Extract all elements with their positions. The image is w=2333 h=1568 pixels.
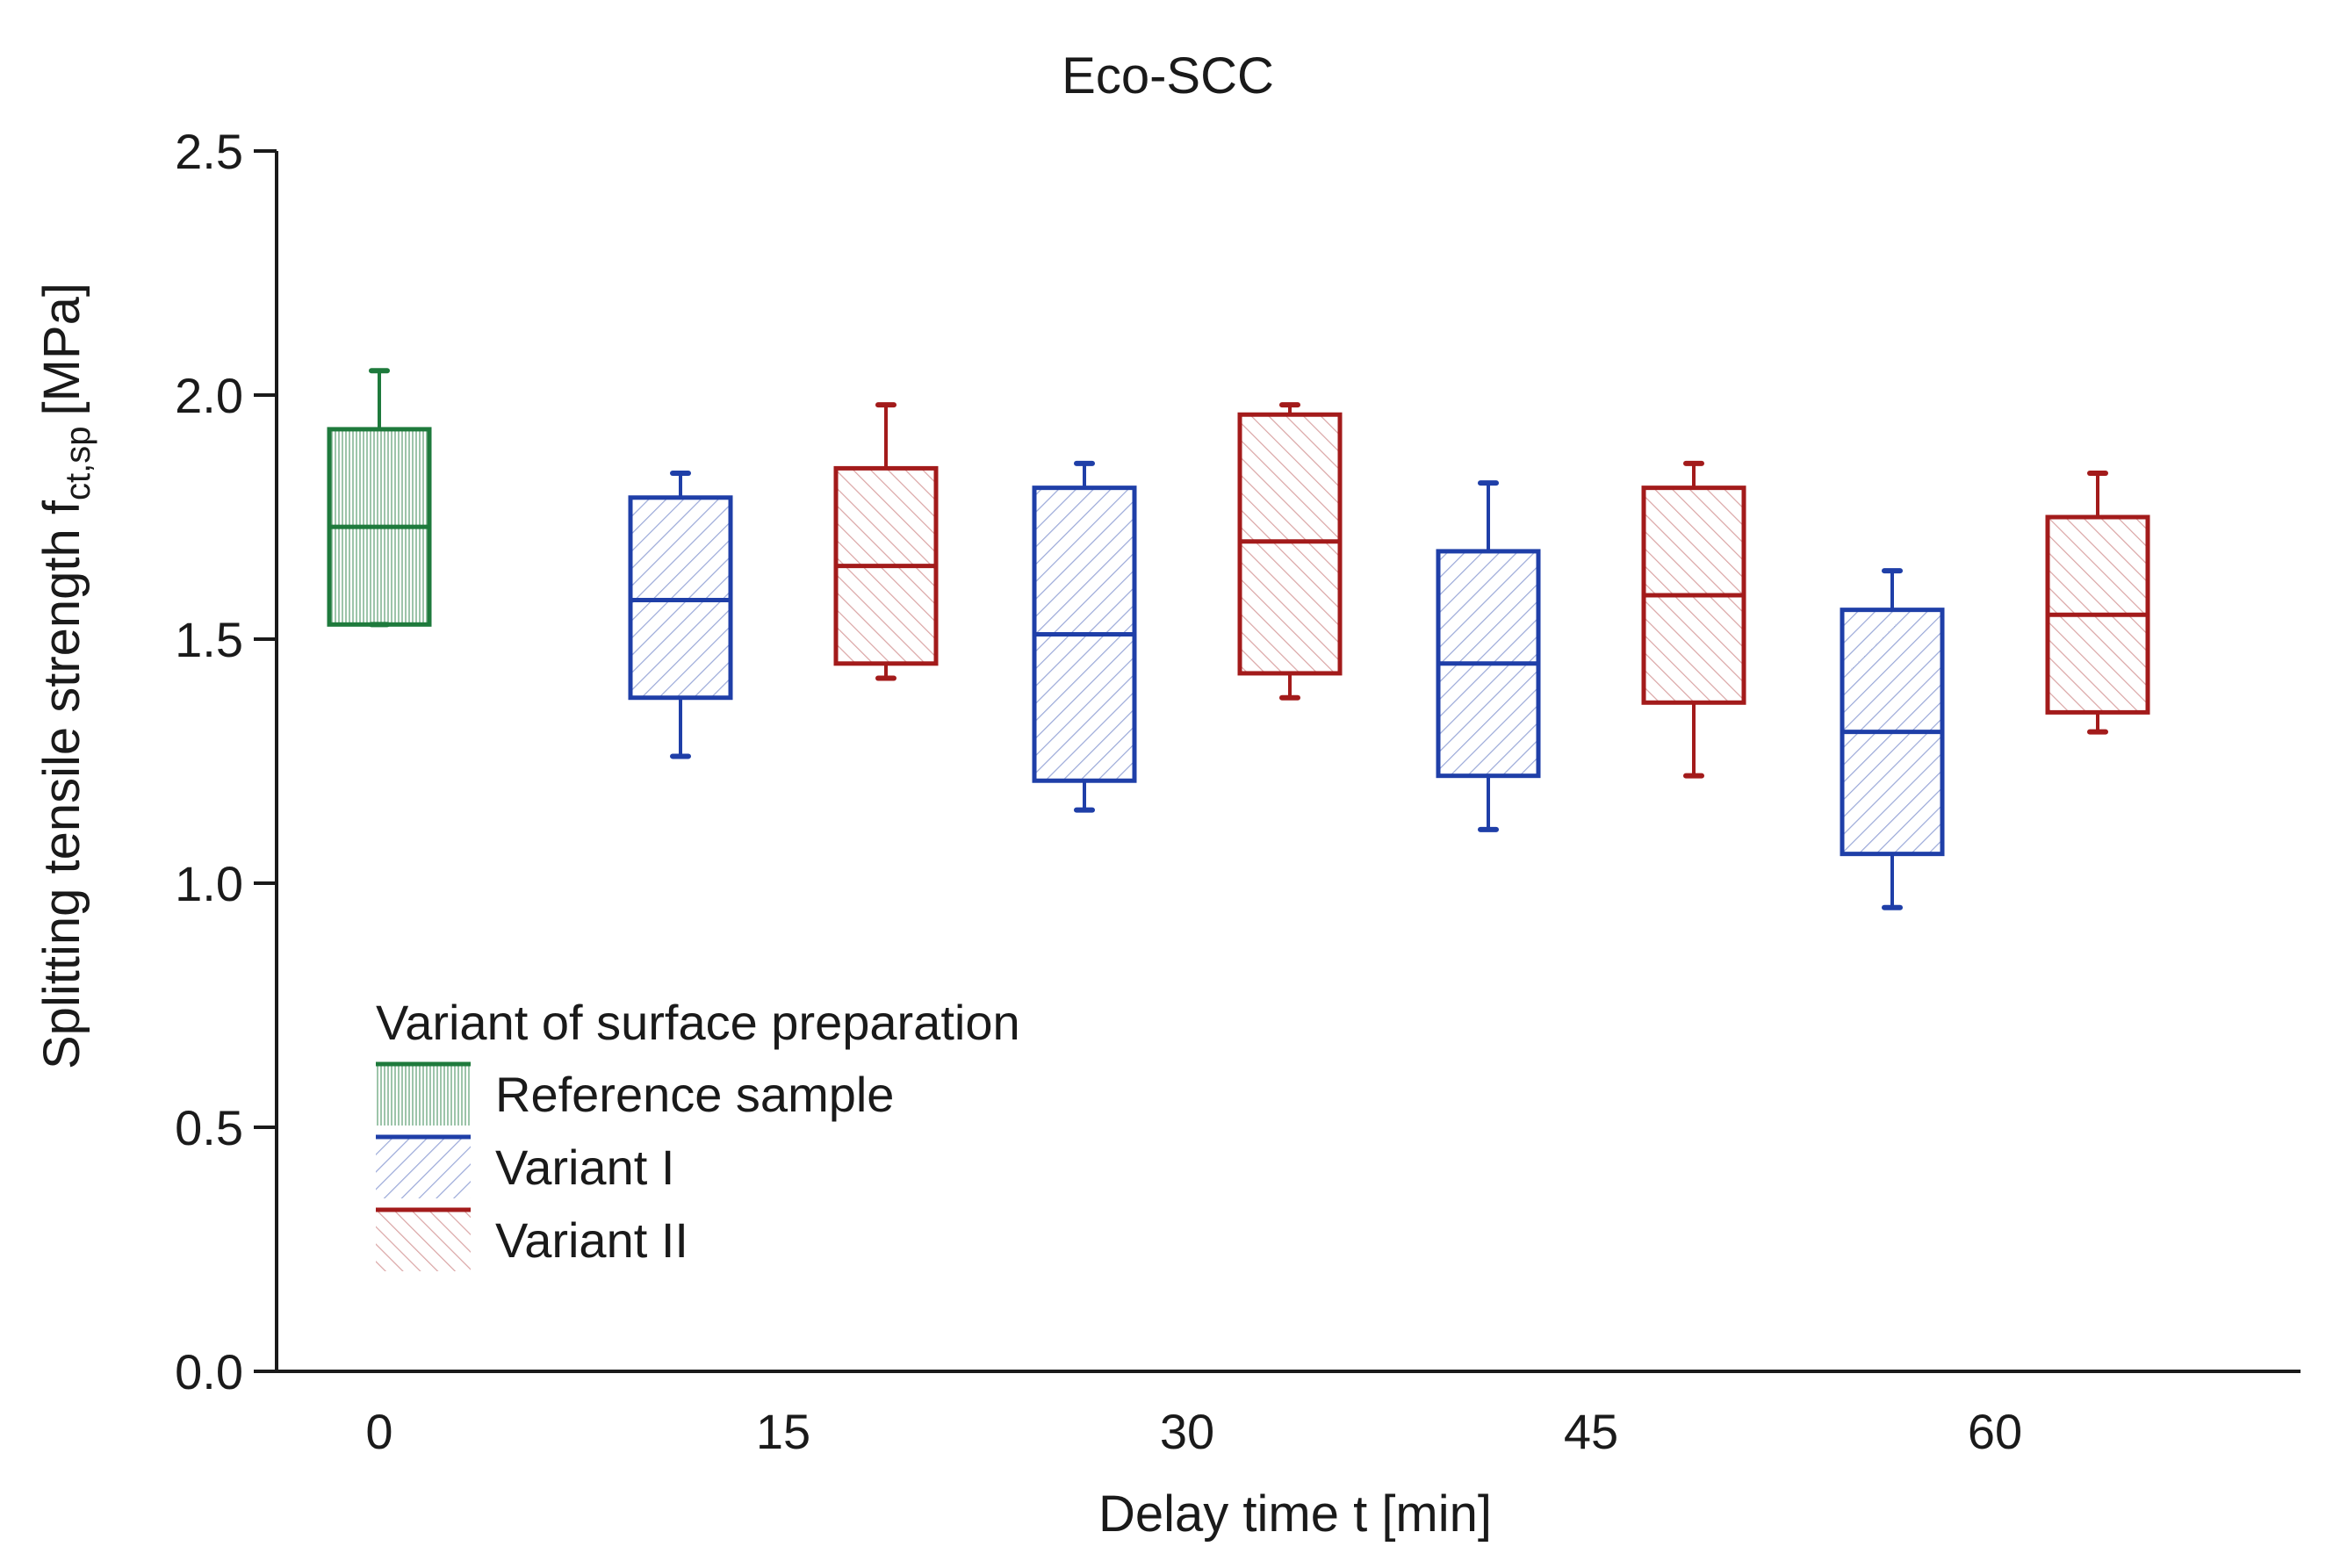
box-variant-ii-30 bbox=[1237, 402, 1343, 701]
box-iqr bbox=[1237, 412, 1343, 676]
y-tick-label: 2.0 bbox=[175, 368, 243, 423]
y-tick-label: 2.5 bbox=[175, 124, 243, 179]
legend-swatch bbox=[376, 1210, 471, 1271]
y-axis-label-unit: [MPa] bbox=[33, 283, 90, 416]
legend-label: Variant II bbox=[495, 1212, 688, 1268]
x-tick-label: 45 bbox=[1564, 1404, 1618, 1459]
axes bbox=[275, 151, 2301, 1373]
x-tick-label: 15 bbox=[756, 1404, 810, 1459]
boxes bbox=[327, 368, 2150, 910]
legend-swatch bbox=[376, 1064, 471, 1126]
y-axis-label-main: Splitting tensile strength f bbox=[33, 500, 90, 1069]
x-axis-label: Delay time t [min] bbox=[1098, 1485, 1492, 1543]
box-variant-i-45 bbox=[1436, 480, 1541, 832]
y-tick-label: 0.5 bbox=[175, 1100, 243, 1155]
box-reference-sample-0 bbox=[327, 368, 432, 628]
legend-item-variant-ii: Variant II bbox=[376, 1207, 688, 1271]
box-iqr bbox=[628, 495, 733, 701]
x-tick-label: 60 bbox=[1968, 1404, 2022, 1459]
y-axis-label: Splitting tensile strength fct,sp [MPa] bbox=[33, 283, 97, 1069]
box-variant-ii-45 bbox=[1641, 460, 1746, 779]
box-variant-i-60 bbox=[1840, 568, 1945, 910]
y-tick-label: 1.0 bbox=[175, 856, 243, 911]
legend-item-variant-i: Variant I bbox=[376, 1134, 674, 1198]
x-tick-label: 0 bbox=[365, 1404, 392, 1459]
legend-label: Variant I bbox=[495, 1140, 674, 1195]
legend: Variant of surface preparation Reference… bbox=[376, 995, 1020, 1271]
legend-label: Reference sample bbox=[495, 1067, 894, 1122]
chart-title: Eco-SCC bbox=[1062, 47, 1274, 104]
y-ticks: 0.0 0.5 1.0 1.5 2.0 2.5 bbox=[175, 124, 277, 1399]
legend-swatch bbox=[376, 1137, 471, 1198]
y-axis-label-subscript: ct,sp bbox=[59, 426, 97, 500]
svg-text:Splitting tensile strength fct: Splitting tensile strength fct,sp [MPa] bbox=[33, 283, 97, 1069]
box-variant-ii-60 bbox=[2045, 470, 2150, 735]
legend-item-reference-sample: Reference sample bbox=[376, 1061, 894, 1126]
box-variant-i-15 bbox=[628, 470, 733, 759]
x-tick-label: 30 bbox=[1160, 1404, 1214, 1459]
box-variant-i-30 bbox=[1032, 460, 1137, 813]
y-tick-label: 0.0 bbox=[175, 1344, 243, 1399]
legend-title: Variant of surface preparation bbox=[376, 995, 1020, 1050]
x-ticks: 0 15 30 45 60 bbox=[365, 1404, 2022, 1459]
box-variant-ii-15 bbox=[833, 402, 939, 681]
y-tick-label: 1.5 bbox=[175, 612, 243, 667]
